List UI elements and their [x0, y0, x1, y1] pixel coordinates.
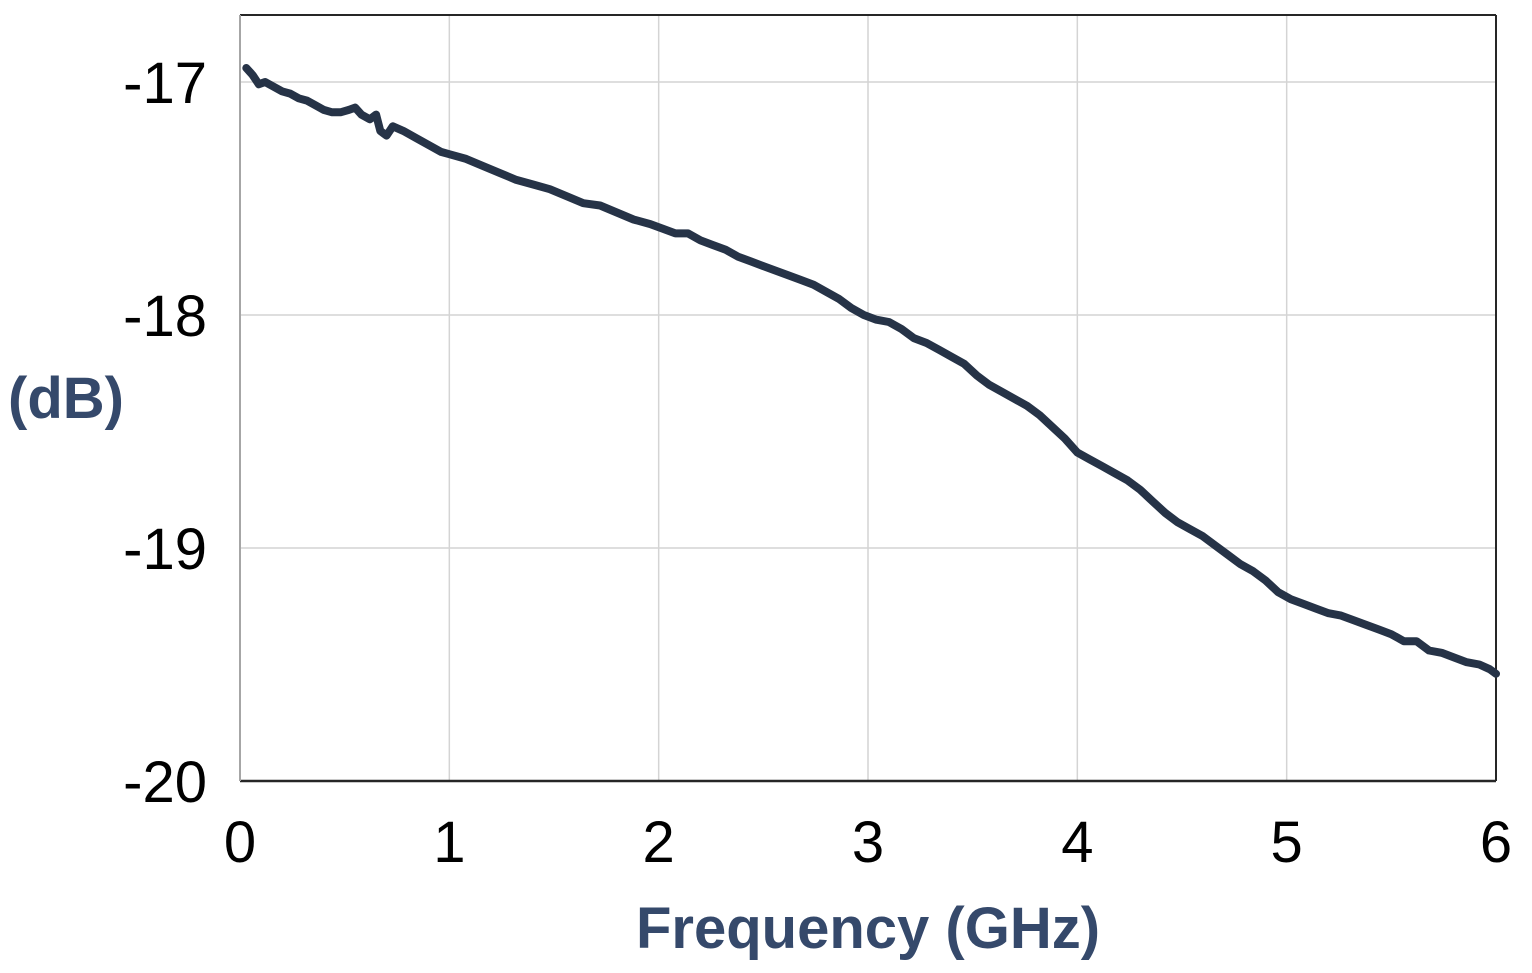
x-tick-label-4: 4 — [1061, 810, 1093, 875]
tick-labels-layer: 0 1 2 3 4 5 6 -17 -18 -19 -20 — [123, 51, 1512, 875]
plot-border-layer — [239, 14, 1497, 783]
y-tick-label--18: -18 — [123, 284, 207, 349]
y-tick-label--20: -20 — [123, 750, 207, 815]
x-axis-title: Frequency (GHz) — [636, 896, 1100, 961]
data-line-0 — [242, 64, 1500, 678]
x-tick-label-5: 5 — [1271, 810, 1303, 875]
x-tick-label-1: 1 — [433, 810, 465, 875]
y-tick-label--19: -19 — [123, 517, 207, 582]
x-tick-label-3: 3 — [852, 810, 884, 875]
x-tick-label-6: 6 — [1480, 810, 1512, 875]
y-tick-label--17: -17 — [123, 51, 207, 116]
gridlines-layer — [240, 15, 1496, 781]
data-series-layer — [242, 64, 1500, 678]
x-tick-label-2: 2 — [643, 810, 675, 875]
y-axis-title: (dB) — [8, 366, 124, 431]
x-tick-label-0: 0 — [224, 810, 256, 875]
